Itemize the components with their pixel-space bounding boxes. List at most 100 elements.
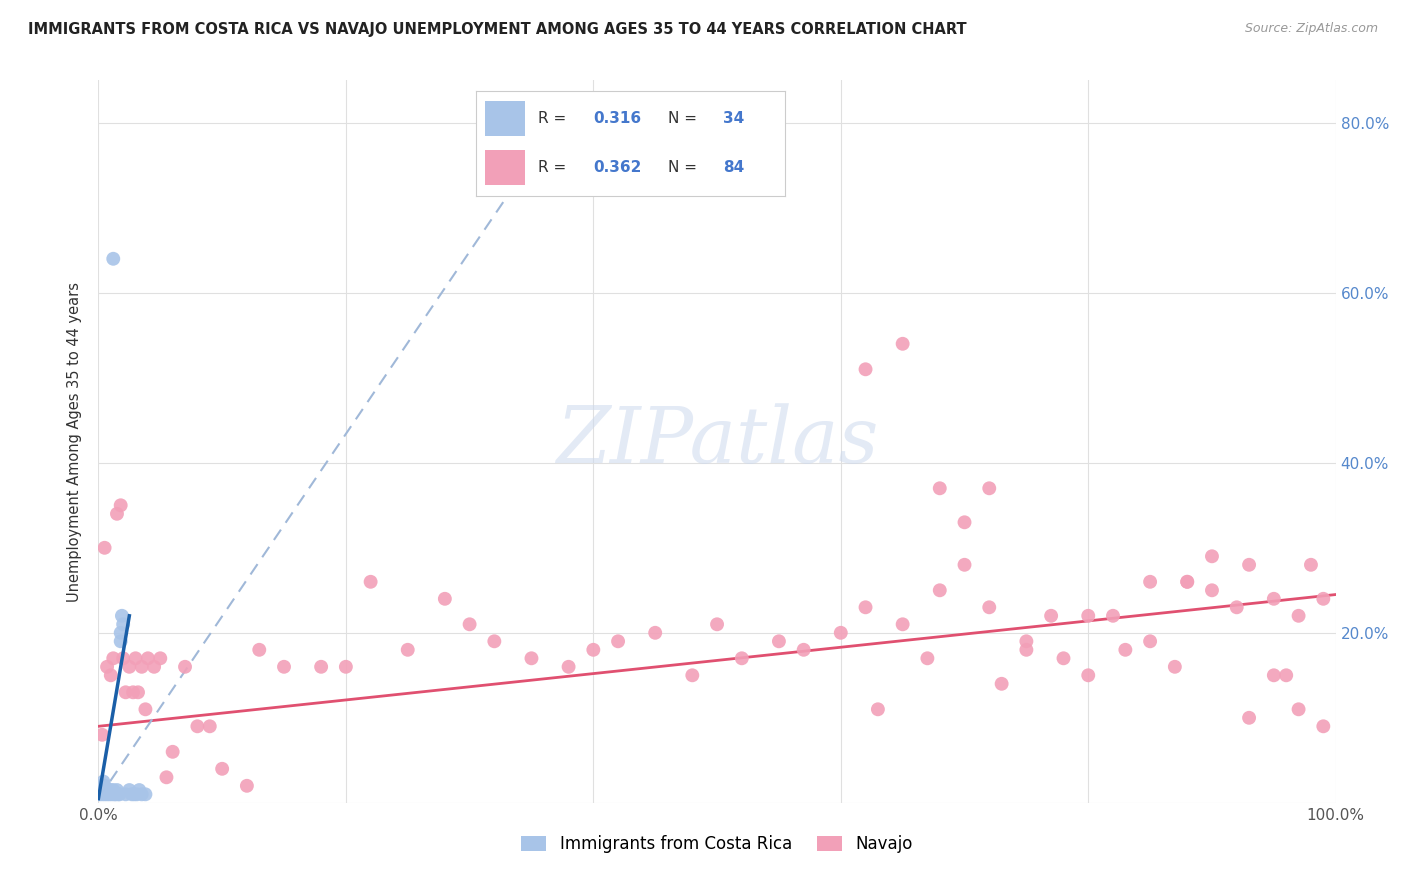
Point	[100, 668, 122, 682]
Point	[309, 660, 332, 674]
Point	[979, 600, 1001, 615]
Point	[607, 634, 630, 648]
Point	[1299, 558, 1322, 572]
Point	[96, 787, 118, 801]
Point	[91, 728, 114, 742]
Point	[1015, 642, 1038, 657]
Point	[114, 685, 136, 699]
Point	[768, 634, 790, 648]
Point	[105, 507, 128, 521]
Point	[731, 651, 754, 665]
Point	[93, 783, 115, 797]
Point	[928, 583, 950, 598]
Point	[107, 787, 129, 801]
Point	[1237, 558, 1260, 572]
Point	[484, 634, 506, 648]
Point	[1102, 608, 1125, 623]
Point	[1175, 574, 1198, 589]
Y-axis label: Unemployment Among Ages 35 to 44 years: Unemployment Among Ages 35 to 44 years	[67, 282, 83, 601]
Point	[1312, 719, 1334, 733]
Point	[124, 651, 146, 665]
Point	[1040, 608, 1063, 623]
Point	[644, 625, 666, 640]
Point	[111, 608, 134, 623]
Point	[953, 558, 976, 572]
Point	[360, 574, 382, 589]
Point	[100, 783, 122, 797]
Point	[155, 770, 177, 784]
Point	[104, 787, 127, 801]
Point	[855, 600, 877, 615]
Point	[557, 660, 579, 674]
Point	[793, 642, 815, 657]
Point	[1077, 668, 1099, 682]
Point	[1263, 668, 1285, 682]
Point	[1175, 574, 1198, 589]
Point	[681, 668, 703, 682]
Point	[1052, 651, 1074, 665]
Point	[211, 762, 233, 776]
Point	[121, 787, 143, 801]
Legend: Immigrants from Costa Rica, Navajo: Immigrants from Costa Rica, Navajo	[515, 828, 920, 860]
Point	[953, 516, 976, 530]
Point	[1139, 634, 1161, 648]
Text: IMMIGRANTS FROM COSTA RICA VS NAVAJO UNEMPLOYMENT AMONG AGES 35 TO 44 YEARS CORR: IMMIGRANTS FROM COSTA RICA VS NAVAJO UNE…	[28, 22, 967, 37]
Point	[91, 779, 114, 793]
Point	[1226, 600, 1249, 615]
Point	[186, 719, 208, 733]
Point	[174, 660, 197, 674]
Point	[149, 651, 172, 665]
Point	[706, 617, 728, 632]
Point	[103, 783, 125, 797]
Point	[90, 783, 112, 797]
Point	[96, 660, 118, 674]
Point	[891, 336, 914, 351]
Point	[108, 787, 131, 801]
Point	[110, 625, 132, 640]
Point	[93, 787, 115, 801]
Point	[458, 617, 481, 632]
Point	[93, 779, 115, 793]
Point	[93, 774, 115, 789]
Point	[396, 642, 419, 657]
Point	[979, 481, 1001, 495]
Point	[103, 252, 125, 266]
Point	[134, 787, 156, 801]
Point	[247, 642, 270, 657]
Point	[866, 702, 889, 716]
Point	[118, 783, 141, 797]
Point	[90, 779, 112, 793]
Point	[131, 660, 153, 674]
Point	[1015, 634, 1038, 648]
Point	[1201, 583, 1223, 598]
Point	[198, 719, 221, 733]
Point	[1077, 608, 1099, 623]
Point	[1114, 642, 1136, 657]
Point	[433, 591, 456, 606]
Point	[1263, 591, 1285, 606]
Point	[928, 481, 950, 495]
Point	[110, 634, 132, 648]
Point	[917, 651, 939, 665]
Text: Source: ZipAtlas.com: Source: ZipAtlas.com	[1244, 22, 1378, 36]
Point	[1139, 574, 1161, 589]
Point	[89, 787, 111, 801]
Point	[93, 541, 115, 555]
Point	[1275, 668, 1298, 682]
Point	[131, 787, 153, 801]
Point	[273, 660, 295, 674]
Point	[97, 783, 120, 797]
Point	[94, 783, 117, 797]
Point	[125, 787, 148, 801]
Point	[1237, 711, 1260, 725]
Point	[112, 651, 135, 665]
Point	[114, 787, 136, 801]
Point	[1288, 608, 1310, 623]
Point	[520, 651, 543, 665]
Point	[134, 702, 156, 716]
Point	[136, 651, 159, 665]
Point	[1312, 591, 1334, 606]
Point	[122, 685, 145, 699]
Point	[162, 745, 184, 759]
Point	[335, 660, 357, 674]
